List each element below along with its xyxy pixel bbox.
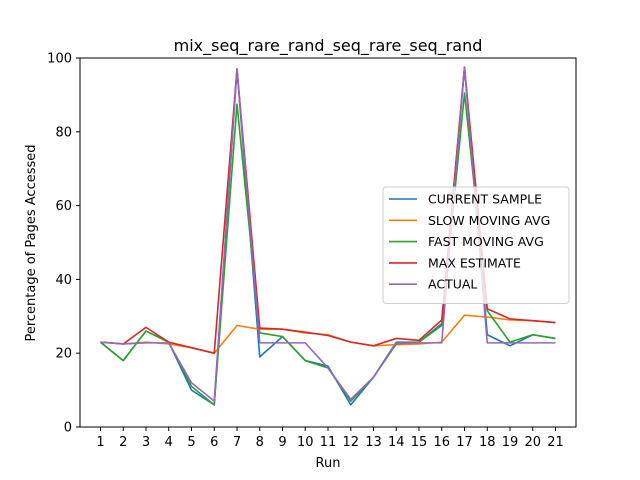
x-tick-label: 12 (342, 435, 359, 450)
x-tick-label: 3 (142, 435, 150, 450)
x-tick-label: 8 (256, 435, 264, 450)
x-tick-label: 4 (165, 435, 173, 450)
y-tick-label: 80 (55, 125, 72, 140)
legend-label: CURRENT SAMPLE (428, 192, 542, 207)
x-tick-label: 14 (388, 435, 405, 450)
x-tick-label: 21 (547, 435, 564, 450)
x-tick-label: 20 (524, 435, 541, 450)
y-tick-label: 100 (47, 52, 72, 67)
x-tick-label: 11 (320, 435, 337, 450)
y-tick-label: 60 (55, 199, 72, 214)
legend-label: FAST MOVING AVG (428, 234, 544, 249)
x-tick-label: 17 (456, 435, 473, 450)
legend-label: SLOW MOVING AVG (428, 213, 550, 228)
x-tick-label: 2 (119, 435, 127, 450)
x-axis: 1 2 3 4 5 6 7 8 9 10 11 12 13 14 15 16 17 18 19 20 21 (96, 427, 564, 450)
x-tick-label: 10 (297, 435, 314, 450)
x-axis-title: Run (316, 456, 341, 471)
x-tick-label: 5 (187, 435, 195, 450)
chart-title: mix_seq_rare_rand_seq_rare_seq_rand (174, 36, 483, 56)
legend-label: ACTUAL (428, 277, 477, 292)
x-tick-label: 9 (278, 435, 286, 450)
legend-label: MAX ESTIMATE (428, 255, 521, 270)
x-tick-label: 6 (210, 435, 218, 450)
y-tick-label: 20 (55, 347, 72, 362)
legend: CURRENT SAMPLE SLOW MOVING AVG FAST MOVING… (382, 186, 570, 304)
x-tick-label: 16 (433, 435, 450, 450)
y-tick-label: 0 (64, 421, 72, 436)
y-axis-title: Percentage of Pages Accessed (24, 144, 39, 341)
legend-box (382, 186, 570, 304)
x-tick-label: 1 (96, 435, 104, 450)
y-axis: 0 20 40 60 80 100 (47, 52, 80, 436)
x-tick-label: 19 (502, 435, 519, 450)
x-tick-label: 13 (365, 435, 382, 450)
x-tick-label: 7 (233, 435, 241, 450)
y-tick-label: 40 (55, 273, 72, 288)
x-tick-label: 15 (411, 435, 428, 450)
x-tick-label: 18 (479, 435, 496, 450)
